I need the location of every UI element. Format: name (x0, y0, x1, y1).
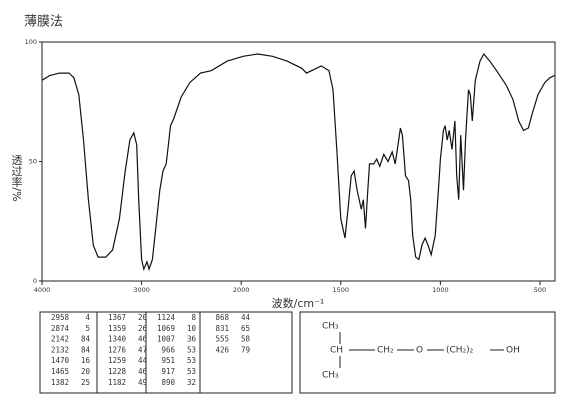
x-tick-label: 3000 (133, 286, 150, 294)
x-tick-label: 2000 (233, 286, 250, 294)
structure-label: (CH₂)₂ (446, 346, 474, 356)
y-axis-label: 透过率/% (10, 154, 23, 201)
peak-wavenumber: 951 (161, 356, 175, 365)
peak-wavenumber: 1182 (108, 378, 126, 387)
peak-wavenumber: 1228 (108, 367, 127, 376)
peak-wavenumber: 1276 (108, 345, 127, 354)
peak-wavenumber: 1382 (51, 378, 69, 387)
peak-wavenumber: 555 (215, 335, 229, 344)
structure-label: CH₂ (377, 346, 394, 356)
peak-wavenumber: 2874 (51, 324, 70, 333)
peak-transmittance: 25 (81, 378, 90, 387)
peak-wavenumber: 1069 (157, 324, 175, 333)
peak-transmittance: 16 (81, 356, 91, 365)
peak-wavenumber: 1470 (51, 356, 70, 365)
x-tick-label: 500 (534, 286, 546, 294)
structure-label: O (416, 346, 423, 356)
peak-wavenumber: 1359 (108, 324, 126, 333)
peak-wavenumber: 1007 (157, 335, 175, 344)
peak-transmittance: 46 (138, 335, 148, 344)
peak-transmittance: 20 (81, 367, 91, 376)
peak-wavenumber: 868 (215, 313, 229, 322)
peak-table-frame (39, 311, 293, 394)
peak-transmittance: 79 (241, 345, 250, 354)
peak-transmittance: 26 (138, 324, 148, 333)
peak-wavenumber: 1124 (157, 313, 176, 322)
peak-transmittance: 5 (85, 324, 90, 333)
peak-wavenumber: 1259 (108, 356, 126, 365)
peak-wavenumber: 1367 (108, 313, 126, 322)
peak-transmittance: 49 (138, 378, 147, 387)
plot-frame (41, 41, 556, 282)
x-tick-label: 1000 (432, 286, 449, 294)
spectrum-line (41, 52, 555, 272)
y-tick-label: 0 (33, 277, 37, 285)
peak-transmittance: 20 (138, 313, 148, 322)
structure: CH₃ CH CH₂ O (CH₂)₂ OH CH₃ (322, 322, 520, 381)
peak-wavenumber: 2132 (51, 345, 69, 354)
peak-transmittance: 84 (81, 335, 91, 344)
structure-label: OH (506, 346, 520, 356)
peak-wavenumber: 426 (215, 345, 229, 354)
y-tick-label: 100 (25, 38, 37, 46)
peak-wavenumber: 2958 (51, 313, 70, 322)
peak-transmittance: 44 (241, 313, 251, 322)
peak-wavenumber: 1465 (51, 367, 69, 376)
x-tick-label: 1500 (333, 286, 350, 294)
structure-label: CH₃ (322, 371, 339, 381)
x-axis-label: 波数/cm⁻¹ (272, 297, 325, 310)
peak-transmittance: 65 (241, 324, 250, 333)
peak-transmittance: 47 (138, 345, 147, 354)
peak-transmittance: 32 (187, 378, 196, 387)
structure-frame (299, 311, 556, 394)
peak-transmittance: 8 (191, 313, 196, 322)
x-tick-label: 4000 (34, 286, 51, 294)
peak-wavenumber: 831 (215, 324, 229, 333)
peak-transmittance: 4 (85, 313, 90, 322)
peak-wavenumber: 890 (161, 378, 175, 387)
y-tick-label: 50 (29, 158, 37, 166)
peak-transmittance: 53 (187, 356, 196, 365)
peak-wavenumber: 966 (161, 345, 175, 354)
peak-transmittance: 53 (187, 345, 196, 354)
structure-label: CH₃ (322, 322, 339, 332)
peak-transmittance: 44 (138, 356, 148, 365)
peak-wavenumber: 1340 (108, 335, 127, 344)
peak-transmittance: 46 (138, 367, 148, 376)
peak-transmittance: 53 (187, 367, 196, 376)
peak-transmittance: 36 (187, 335, 197, 344)
peak-wavenumber: 2142 (51, 335, 69, 344)
peak-transmittance: 10 (187, 324, 197, 333)
chart-title: 薄膜法 (24, 15, 63, 30)
peak-wavenumber: 917 (161, 367, 175, 376)
peak-transmittance: 58 (241, 335, 251, 344)
structure-label: CH (330, 346, 343, 356)
peak-transmittance: 84 (81, 345, 91, 354)
